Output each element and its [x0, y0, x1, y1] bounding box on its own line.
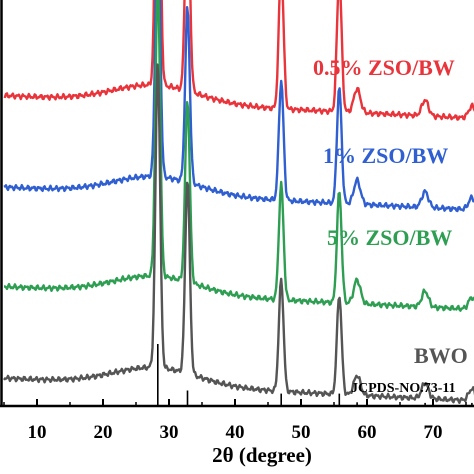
- x-tick-label: 40: [226, 422, 245, 443]
- reference-lines: JCPDS-NO.73-11: [157, 344, 473, 406]
- series-label-4: BWO: [414, 343, 468, 368]
- series-line-4: [3, 63, 474, 404]
- x-tick-label: 10: [28, 422, 47, 443]
- x-axis: [0, 0, 474, 408]
- reference-label: JCPDS-NO.73-11: [351, 381, 456, 396]
- x-tick-label: 20: [94, 422, 113, 443]
- series-label-2: 1% ZSO/BW: [323, 143, 448, 168]
- series-line-3: [3, 0, 474, 312]
- series-label-3: 5% ZSO/BW: [327, 225, 452, 250]
- x-tick-label: 30: [160, 422, 179, 443]
- series-label-1: 0.5% ZSO/BW: [313, 55, 455, 80]
- series-labels: 0.5% ZSO/BW 1% ZSO/BW 5% ZSO/BW BWO: [313, 55, 468, 368]
- x-axis-title: 2θ (degree): [212, 443, 312, 467]
- series-group: [3, 0, 474, 404]
- series-line-2: [3, 0, 474, 213]
- series-line-1: [3, 0, 474, 121]
- x-tick-label: 50: [292, 422, 311, 443]
- x-ticks: 10 20 30 40 50 60 70: [3, 399, 467, 443]
- x-tick-label: 60: [358, 422, 377, 443]
- x-tick-label: 70: [424, 422, 443, 443]
